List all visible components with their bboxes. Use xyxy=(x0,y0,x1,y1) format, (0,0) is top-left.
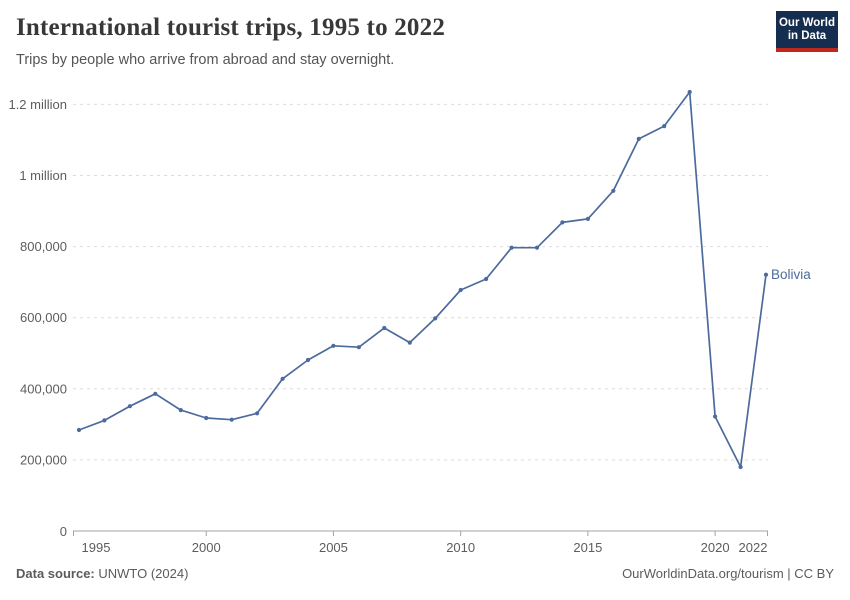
series-line xyxy=(78,91,767,468)
data-point xyxy=(484,276,489,282)
data-point xyxy=(356,345,361,350)
y-tick-label: 0 xyxy=(60,524,67,539)
data-point xyxy=(585,216,591,221)
data-point xyxy=(611,188,616,193)
data-point xyxy=(255,411,260,416)
owid-logo-line1: Our World xyxy=(778,16,835,29)
data-point xyxy=(509,245,514,250)
data-source-value: UNWTO (2024) xyxy=(98,566,189,581)
data-point xyxy=(407,340,412,345)
data-point xyxy=(178,408,183,413)
data-point xyxy=(153,391,158,396)
data-point xyxy=(331,343,336,348)
x-tick-label: 2022 xyxy=(739,540,768,555)
data-point xyxy=(662,124,667,129)
y-tick-label: 1.2 million xyxy=(8,97,67,112)
data-source-label: Data source: xyxy=(16,566,95,581)
data-point xyxy=(738,464,743,470)
data-point xyxy=(204,415,209,421)
y-tick-label: 200,000 xyxy=(20,452,67,467)
data-point xyxy=(382,325,387,331)
x-tick-label: 2010 xyxy=(446,540,475,555)
owid-logo: Our World in Data xyxy=(776,11,838,52)
data-point xyxy=(102,418,107,423)
data-point xyxy=(229,417,234,422)
y-tick-label: 400,000 xyxy=(20,381,67,396)
data-point xyxy=(687,89,692,95)
x-tick-label: 2020 xyxy=(701,540,730,555)
data-point xyxy=(127,404,132,409)
owid-url-link[interactable]: OurWorldinData.org/tourism | CC BY xyxy=(622,566,834,581)
data-source: Data source: UNWTO (2024) xyxy=(16,566,188,581)
chart-title: International tourist trips, 1995 to 202… xyxy=(16,14,446,41)
data-point xyxy=(76,427,82,433)
data-point xyxy=(305,357,311,363)
y-tick-label: 1 million xyxy=(19,168,67,183)
x-tick-label: 2000 xyxy=(192,540,221,555)
data-point xyxy=(280,376,285,381)
data-point xyxy=(560,220,565,225)
x-tick-label: 2015 xyxy=(573,540,602,555)
data-point xyxy=(458,287,463,293)
data-point xyxy=(433,316,438,321)
chart-subtitle: Trips by people who arrive from abroad a… xyxy=(16,52,395,68)
data-point xyxy=(534,245,540,250)
x-tick-label: 1995 xyxy=(82,540,111,555)
x-tick-label: 2005 xyxy=(319,540,348,555)
entity-label: Bolivia xyxy=(771,267,811,282)
chart-footer: Data source: UNWTO (2024) OurWorldinData… xyxy=(16,566,834,581)
data-point xyxy=(713,414,718,419)
y-tick-label: 600,000 xyxy=(20,310,67,325)
data-point xyxy=(763,272,769,277)
owid-logo-line2: in Data xyxy=(787,29,827,42)
data-point xyxy=(636,136,641,141)
y-tick-label: 800,000 xyxy=(20,239,67,254)
